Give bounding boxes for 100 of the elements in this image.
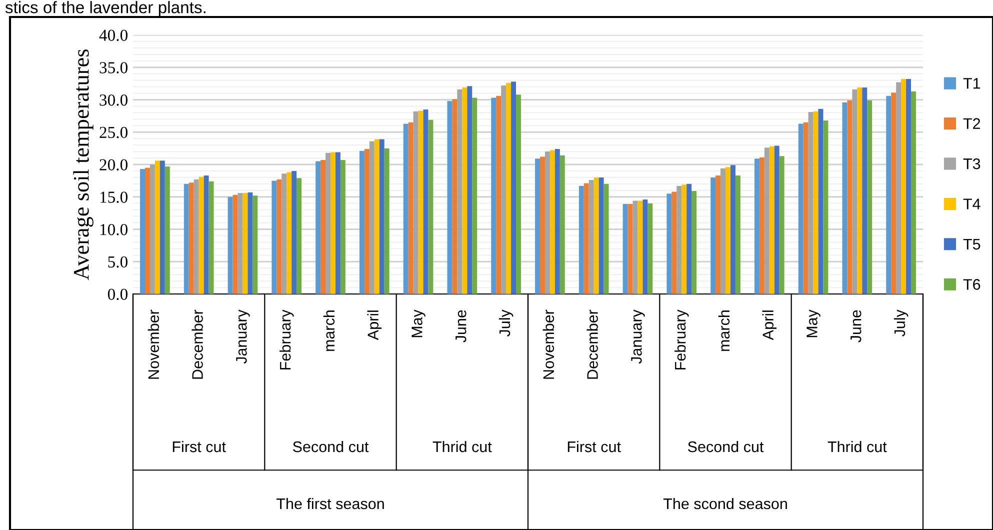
bar <box>379 139 384 294</box>
bar <box>560 155 565 294</box>
bar <box>320 160 326 294</box>
text: stics of the lavender plants. <box>5 1 206 17</box>
bar <box>540 156 545 294</box>
bar <box>735 176 740 294</box>
bar <box>896 82 902 294</box>
bar <box>403 124 408 294</box>
y-tick-label: 30.0 <box>100 94 128 106</box>
bar <box>676 186 682 294</box>
bar <box>164 166 170 294</box>
bar <box>160 160 165 294</box>
bar <box>208 181 214 294</box>
bar <box>408 122 414 294</box>
legend-label: T6 <box>963 279 980 290</box>
bar <box>144 168 150 294</box>
x-tick-label: June <box>456 310 466 342</box>
x-tick-label: June <box>850 310 862 342</box>
text: Second cut <box>688 440 764 452</box>
bar <box>692 191 697 294</box>
bar <box>638 200 643 294</box>
bar <box>554 148 560 294</box>
bar <box>384 148 390 294</box>
bar <box>754 158 760 294</box>
bar <box>720 168 726 294</box>
bar <box>813 111 818 294</box>
bar <box>252 196 258 294</box>
legend-label: T4 <box>963 198 980 210</box>
bar <box>710 177 716 294</box>
bar <box>369 141 374 294</box>
x-tick-label: January <box>236 310 250 364</box>
y-tick-label: 40.0 <box>99 30 128 42</box>
x-tick-label: February <box>279 310 294 370</box>
bar <box>496 96 502 294</box>
bar <box>248 192 253 294</box>
y-tick-label: 20.0 <box>100 159 128 171</box>
bar <box>686 184 692 294</box>
bar <box>242 192 248 294</box>
bar <box>330 152 336 294</box>
bar <box>194 179 199 294</box>
bar <box>823 120 828 294</box>
x-tick-label: April <box>762 310 777 340</box>
bar <box>335 152 340 294</box>
bar <box>462 87 468 294</box>
legend-label: T1 <box>963 78 980 89</box>
bar <box>452 99 458 294</box>
bar <box>154 160 160 294</box>
bar <box>604 184 609 294</box>
bar <box>911 91 916 294</box>
bar <box>544 152 550 294</box>
x-tick-label: February <box>674 310 689 370</box>
bar <box>730 165 736 294</box>
bar <box>628 204 633 294</box>
bar <box>578 186 584 294</box>
x-tick-label: march <box>718 310 730 351</box>
bar <box>886 96 892 294</box>
bar <box>594 177 599 294</box>
legend-label: T3 <box>963 158 980 170</box>
y-tick-label: 10.0 <box>100 224 128 236</box>
bar <box>423 109 428 294</box>
text: The scond season <box>663 498 787 510</box>
x-tick-label: April <box>367 310 382 340</box>
text: First cut <box>172 440 226 452</box>
bar <box>726 167 730 294</box>
bar <box>238 192 243 294</box>
bar <box>472 98 478 294</box>
bar <box>204 176 209 294</box>
bar <box>769 146 774 294</box>
bar <box>447 101 452 294</box>
y-tick-label: 35.0 <box>100 62 128 74</box>
bar <box>632 200 638 294</box>
x-tick-label: December <box>586 310 598 379</box>
bar <box>506 82 512 294</box>
bar <box>759 157 764 294</box>
bar <box>272 180 277 294</box>
y-tick-label: 25.0 <box>100 126 128 138</box>
x-tick-label: May <box>412 310 426 338</box>
bar <box>598 177 604 294</box>
bar <box>326 152 330 294</box>
bar <box>716 176 721 294</box>
bar <box>340 160 346 294</box>
bar <box>798 124 804 294</box>
bar <box>296 178 302 294</box>
bar <box>150 164 155 294</box>
bar <box>282 174 287 294</box>
bar <box>428 120 434 294</box>
bar <box>374 139 380 294</box>
bar <box>491 98 496 294</box>
bar <box>862 87 868 294</box>
bar <box>413 111 418 294</box>
bar <box>276 179 282 294</box>
bar <box>622 204 628 294</box>
bar <box>588 180 594 294</box>
x-tick-label: December <box>192 310 203 379</box>
bar <box>292 170 297 294</box>
bar <box>682 184 687 294</box>
y-axis-title: Average soil temperatures <box>73 50 94 280</box>
bar <box>818 108 824 294</box>
x-tick-label: May <box>806 310 820 338</box>
bar <box>535 158 540 294</box>
